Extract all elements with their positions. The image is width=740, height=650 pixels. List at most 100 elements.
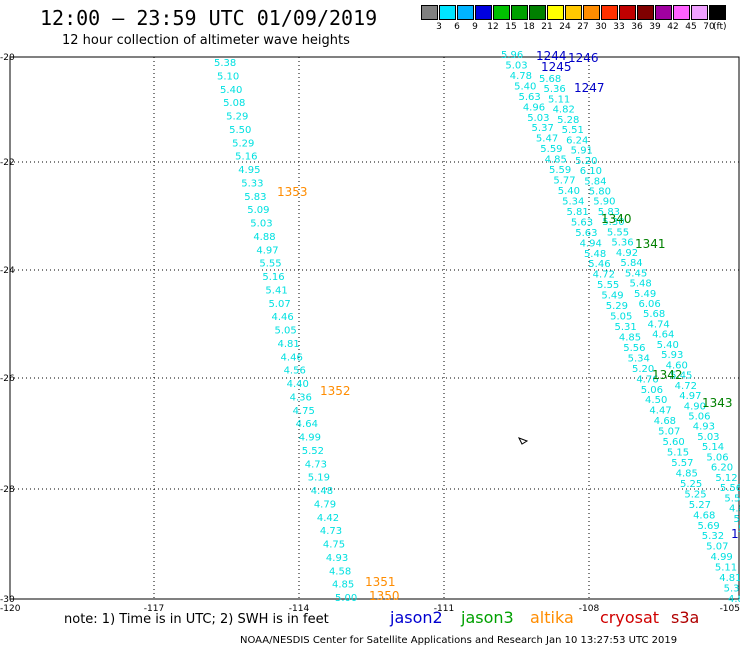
lat-tick-label: -28 [0, 485, 15, 495]
satellite-name: s3a [671, 608, 700, 627]
swh-value: 5.57 [671, 458, 693, 469]
swh-value: 5.11 [548, 94, 570, 105]
swh-value: 6.20 [711, 463, 733, 474]
swh-value: 4.46 [281, 352, 303, 363]
rev-label: 1352 [320, 384, 351, 398]
legend-swatch [547, 5, 564, 20]
swh-value: 4.81 [719, 573, 740, 584]
legend-unit: (ft) [713, 22, 727, 32]
lat-tick-label: -24 [0, 266, 15, 276]
swh-value: 5.30 [602, 217, 624, 228]
swh-value: 5.63 [571, 217, 593, 228]
swh-value: 4.64 [652, 330, 674, 341]
swh-value: 5.20 [632, 364, 654, 375]
legend-swatch [619, 5, 636, 20]
swh-value: 4.78 [510, 71, 532, 82]
credit-line: NOAA/NESDIS Center for Satellite Applica… [240, 635, 678, 646]
map-subtitle: 12 hour collection of altimeter wave hei… [62, 33, 350, 48]
swh-value: 5.84 [584, 176, 606, 187]
swh-value: 4.97 [679, 391, 701, 402]
swh-value: 5.68 [539, 74, 561, 85]
swh-value: 4.68 [654, 416, 676, 427]
legend-label: 12 [487, 22, 499, 32]
swh-value: 5.68 [643, 309, 665, 320]
swh-value: 4.93 [326, 553, 348, 564]
rev-label: 1341 [635, 237, 666, 251]
lon-tick-label: -117 [144, 604, 164, 614]
swh-value: 5.55 [259, 259, 281, 270]
legend-swatch [439, 5, 456, 20]
swh-value: 6.10 [580, 166, 602, 177]
swh-value: 5.96 [501, 50, 523, 61]
swh-value: 5.48 [629, 279, 651, 290]
lon-tick-label: -108 [579, 604, 600, 614]
swh-value: 4.85 [332, 580, 354, 591]
swh-value: 4.80 [728, 594, 740, 605]
swh-value: 5.03 [527, 113, 549, 124]
swh-value: 5.48 [584, 249, 606, 260]
rev-label: 1246 [568, 51, 599, 65]
footnote: note: 1) Time is in UTC; 2) SWH is in fe… [64, 612, 329, 627]
legend-swatch [637, 5, 654, 20]
swh-value: 6.24 [566, 135, 588, 146]
swh-value: 5.81 [566, 207, 588, 218]
legend-label: 6 [454, 22, 460, 32]
swh-value: 5.69 [697, 521, 719, 532]
rev-label: 1 [731, 527, 739, 541]
swh-value: 4.81 [278, 339, 300, 350]
lat-tick-label: -26 [0, 374, 15, 384]
swh-value: 5.56 [720, 483, 740, 494]
satellite-name: altika [530, 608, 574, 627]
legend-label: 3 [436, 22, 442, 32]
swh-value: 4.74 [648, 319, 670, 330]
swh-value: 5.77 [553, 176, 575, 187]
rev-label: 1245 [541, 60, 572, 74]
rev-label: 1343 [702, 396, 733, 410]
legend-swatch [421, 5, 438, 20]
satellite-name: jason3 [461, 608, 514, 627]
swh-value: 5.03 [250, 219, 272, 230]
swh-value: 4.95 [238, 165, 260, 176]
swh-value: 5.91 [571, 146, 593, 157]
swh-value: 5.46 [588, 259, 610, 270]
island-marker [517, 437, 529, 445]
lat-tick-label: -20 [0, 53, 15, 63]
swh-value: 5.80 [589, 187, 611, 198]
legend-swatch [457, 5, 474, 20]
swh-value: 6.06 [639, 299, 661, 310]
lat-tick-label: -22 [0, 158, 15, 168]
legend-label: 33 [613, 22, 625, 32]
lat-tick-label: -30 [0, 595, 15, 605]
swh-value: 5.45 [625, 268, 647, 279]
swh-value: 5.29 [226, 112, 248, 123]
swh-value: 5.40 [514, 81, 536, 92]
swh-value: 5.52 [302, 446, 324, 457]
swh-value: 5.45 [670, 371, 692, 382]
swh-value: 5.06 [688, 412, 710, 423]
swh-value: 4.99 [711, 552, 733, 563]
legend-swatch [475, 5, 492, 20]
swh-value: 5.16 [235, 152, 257, 163]
swh-value: 5.93 [661, 350, 683, 361]
legend-label: 24 [559, 22, 571, 32]
swh-value: 5.83 [598, 207, 620, 218]
swh-value: 4.96 [523, 102, 545, 113]
swh-value: 5.40 [220, 85, 242, 96]
legend-swatch [565, 5, 582, 20]
legend-swatch [601, 5, 618, 20]
rev-label: 1247 [574, 81, 605, 95]
swh-value: 5.50 [229, 125, 251, 136]
legend-swatch [529, 5, 546, 20]
legend-swatch [709, 5, 726, 20]
swh-value: 5.41 [265, 285, 287, 296]
legend-label: 45 [685, 22, 697, 32]
swh-value: 5.28 [557, 115, 579, 126]
legend-label: 9 [472, 22, 478, 32]
swh-value: 4.72 [675, 381, 697, 392]
legend-label: 27 [577, 22, 589, 32]
swh-value: 4.92 [616, 248, 638, 259]
swh-value: 5.40 [657, 340, 679, 351]
swh-value: 4.60 [666, 360, 688, 371]
swh-value: 5.03 [505, 60, 527, 71]
swh-value: 5.40 [558, 186, 580, 197]
